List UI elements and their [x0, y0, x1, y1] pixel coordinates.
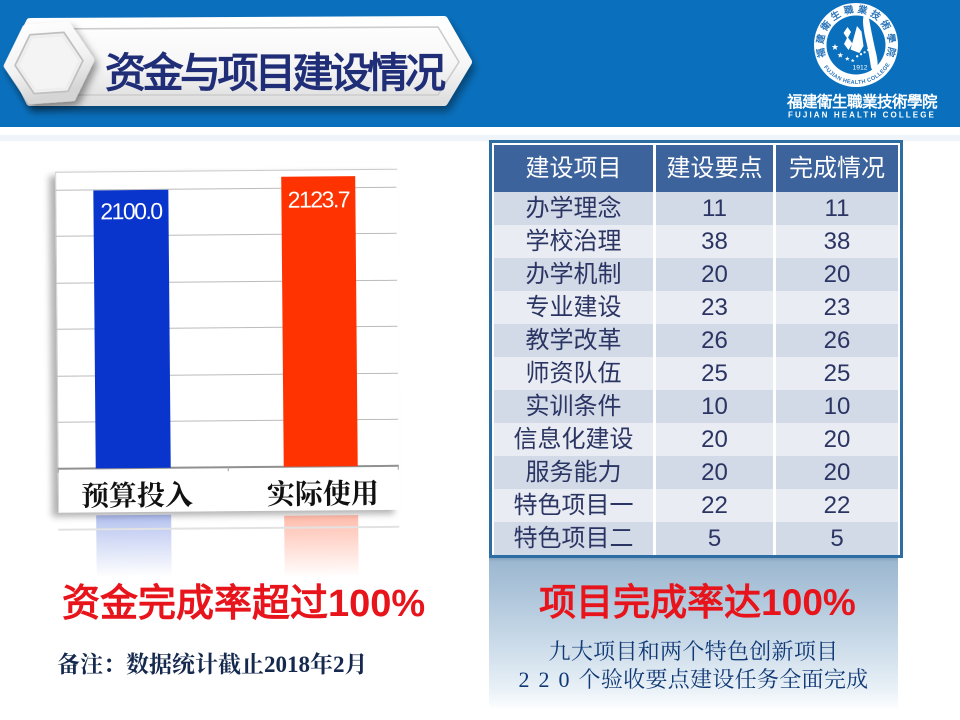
svg-text:1912: 1912 — [852, 65, 867, 72]
svg-text:FUJIAN HEALTH COLLEGE: FUJIAN HEALTH COLLEGE — [788, 111, 936, 120]
svg-text:福建衛生職業技術學院: 福建衛生職業技術學院 — [786, 92, 938, 111]
